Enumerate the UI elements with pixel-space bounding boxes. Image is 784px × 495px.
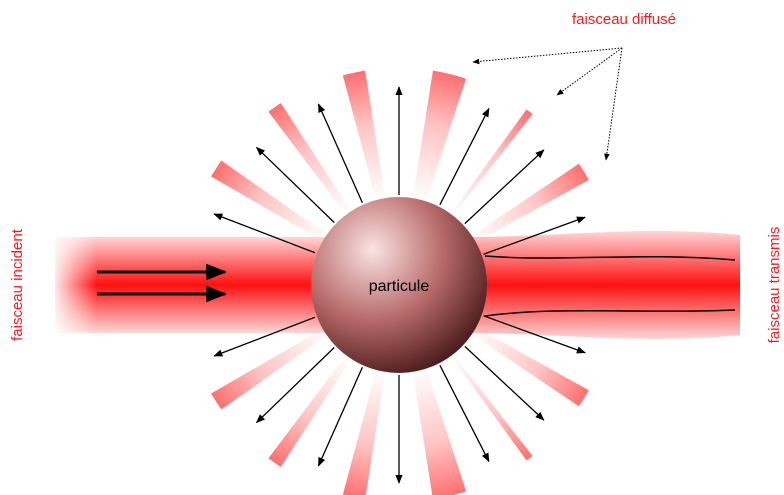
- scattered-label: faisceau diffusé: [572, 11, 676, 28]
- page: particule faisceau diffusé faisceau inci…: [0, 0, 784, 495]
- particle-label: particule: [369, 278, 430, 295]
- diagram: particule faisceau diffusé faisceau inci…: [0, 0, 784, 495]
- beam-fade: [55, 237, 335, 333]
- transmitted-beam: [470, 231, 740, 339]
- transmitted-label: faisceau transmis: [766, 227, 783, 344]
- incident-label: faisceau incident: [9, 228, 26, 341]
